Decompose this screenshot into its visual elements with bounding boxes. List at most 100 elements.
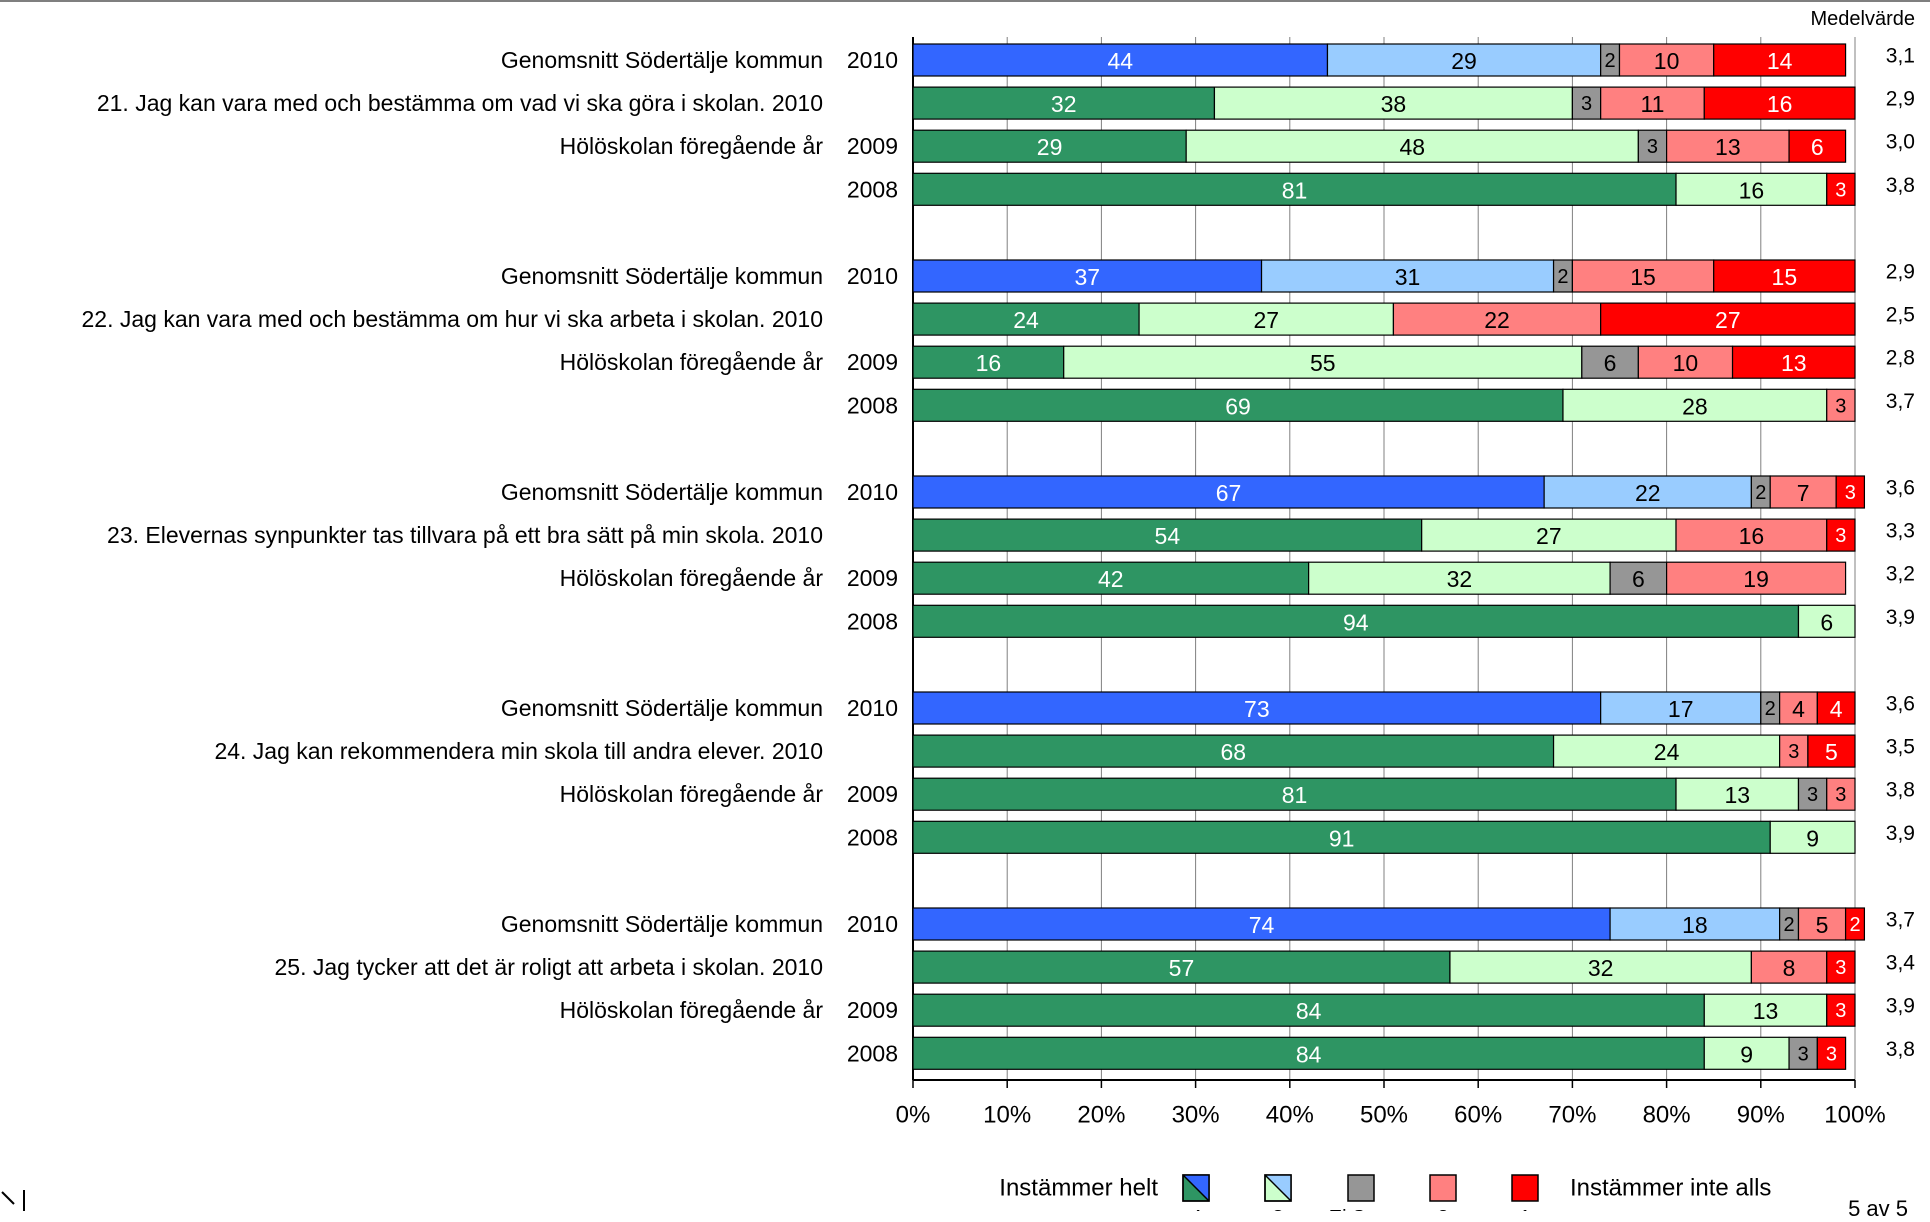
data-label: 81 <box>1282 177 1308 203</box>
bar-segment <box>912 388 1564 422</box>
data-label: 31 <box>1395 264 1421 290</box>
mean-value: 3,2 <box>1886 563 1915 586</box>
data-label: 3 <box>1835 395 1846 417</box>
x-tick-label: 40% <box>1266 1102 1314 1129</box>
data-label: 28 <box>1682 393 1708 419</box>
bar-segment <box>1835 475 1866 509</box>
bar-segment <box>912 907 1611 941</box>
bar-segment <box>1826 950 1856 984</box>
mean-value: 3,5 <box>1886 736 1915 759</box>
legend-swatch <box>1511 1174 1539 1202</box>
mean-value: 2,9 <box>1886 88 1915 111</box>
bar-segment <box>1703 993 1828 1027</box>
bar-segment <box>1713 43 1847 77</box>
data-label: 11 <box>1641 91 1665 117</box>
data-label: 3 <box>1807 784 1818 806</box>
question-label: 25. Jag tycker att det är roligt att arb… <box>275 954 823 980</box>
mean-value: 2,8 <box>1886 347 1915 370</box>
question-label: 22. Jag kan vara med och bestämma om hur… <box>81 306 823 332</box>
data-label: 2 <box>1783 914 1794 936</box>
mean-value: 3,8 <box>1886 1038 1915 1061</box>
data-label: 3 <box>1835 957 1846 979</box>
bar-segment <box>912 259 1263 293</box>
data-label: 84 <box>1296 1041 1322 1067</box>
data-label: 24 <box>1654 739 1680 765</box>
row-label: Hölöskolan föregående år <box>560 781 824 807</box>
bar-segment <box>1713 259 1856 293</box>
bar-segment <box>1703 1036 1790 1070</box>
bar-segment <box>1562 388 1828 422</box>
legend-label-right: Instämmer inte alls <box>1570 1175 1771 1202</box>
bar-segment <box>1571 86 1602 120</box>
bar-segment <box>912 777 1677 811</box>
data-label: 73 <box>1244 696 1270 722</box>
mean-value: 3,9 <box>1886 606 1915 629</box>
data-label: 5 <box>1825 739 1838 765</box>
mean-value: 2,5 <box>1886 304 1915 327</box>
data-label: 2 <box>1849 914 1860 936</box>
bar-segment <box>1797 777 1828 811</box>
data-label: 13 <box>1724 782 1750 808</box>
bar-segment <box>1844 907 1866 941</box>
corner-mark-icon <box>1 1190 25 1211</box>
bar-segment <box>1731 345 1856 379</box>
row-year: 2008 <box>847 608 898 634</box>
row-year: 2010 <box>847 263 898 289</box>
bar-segment <box>1581 345 1639 379</box>
bar-segment <box>1826 993 1856 1027</box>
legend-swatch-border <box>1264 1174 1292 1202</box>
data-label: 13 <box>1715 134 1741 160</box>
data-label: 3 <box>1835 179 1846 201</box>
data-label: 69 <box>1225 393 1251 419</box>
x-tick-label: 90% <box>1737 1102 1785 1129</box>
data-label: 29 <box>1451 48 1477 74</box>
data-label: 91 <box>1329 825 1355 851</box>
data-label: 4 <box>1830 696 1843 722</box>
bar-segment <box>912 345 1065 379</box>
data-label: 32 <box>1051 91 1077 117</box>
bar-segment <box>1618 43 1715 77</box>
data-label: 10 <box>1673 350 1699 376</box>
data-label: 18 <box>1682 912 1708 938</box>
bar-segment <box>1826 777 1856 811</box>
row-year: 2009 <box>847 781 898 807</box>
data-label: 55 <box>1310 350 1336 376</box>
question-label: 23. Elevernas synpunkter tas tillvara på… <box>107 522 823 548</box>
data-label: 81 <box>1282 782 1308 808</box>
data-label: 24 <box>1013 307 1039 333</box>
legend-swatch <box>1347 1174 1375 1202</box>
data-label: 54 <box>1155 523 1181 549</box>
legend-code: Ej Svar <box>1329 1207 1394 1211</box>
bar-segment <box>912 820 1771 854</box>
bar-segment <box>1816 691 1856 725</box>
bar-segment <box>1807 734 1856 768</box>
bar-segment <box>1797 604 1856 638</box>
mean-value: 3,1 <box>1886 45 1915 68</box>
data-label: 3 <box>1798 1043 1809 1065</box>
data-label: 15 <box>1772 264 1798 290</box>
data-label: 74 <box>1249 912 1275 938</box>
data-label: 5 <box>1816 912 1829 938</box>
bar-segment <box>1637 129 1668 163</box>
bar-segment <box>912 993 1705 1027</box>
x-tick-label: 70% <box>1548 1102 1596 1129</box>
row-year: 2010 <box>847 911 898 937</box>
bar-segment <box>912 691 1602 725</box>
row-label: Genomsnitt Södertälje kommun <box>501 911 823 937</box>
data-label: 2 <box>1755 482 1766 504</box>
data-label: 15 <box>1630 264 1656 290</box>
top-rule <box>0 0 1930 2</box>
legend-swatch-divider <box>1264 1174 1292 1202</box>
row-label: Hölöskolan föregående år <box>560 997 824 1023</box>
data-label: 3 <box>1835 784 1846 806</box>
data-label: 29 <box>1037 134 1063 160</box>
row-year: 2009 <box>847 997 898 1023</box>
data-label: 32 <box>1588 955 1614 981</box>
mean-value: 3,7 <box>1886 909 1915 932</box>
legend-swatch-divider <box>1182 1174 1210 1202</box>
mean-value: 3,9 <box>1886 822 1915 845</box>
bar-segment <box>1769 820 1856 854</box>
x-tick-label: 10% <box>983 1102 1031 1129</box>
mean-value: 3,3 <box>1886 520 1915 543</box>
bar-segment <box>1826 518 1856 552</box>
